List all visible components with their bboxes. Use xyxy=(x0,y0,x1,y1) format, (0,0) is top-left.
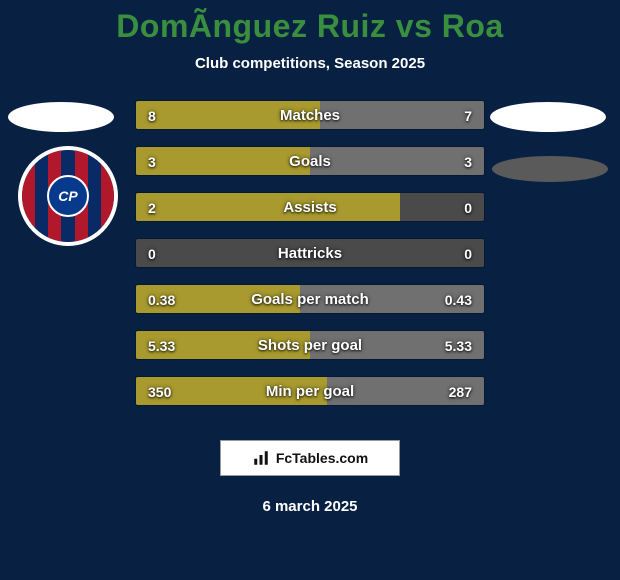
stat-row: 20Assists xyxy=(135,192,485,222)
ellipse-left xyxy=(8,102,114,132)
stat-row: 00Hattricks xyxy=(135,238,485,268)
stat-row: 350287Min per goal xyxy=(135,376,485,406)
stat-label: Shots per goal xyxy=(136,331,484,359)
stat-row: 33Goals xyxy=(135,146,485,176)
date-label: 6 march 2025 xyxy=(0,498,620,515)
site-badge[interactable]: FcTables.com xyxy=(220,440,400,476)
ellipse-right-top xyxy=(490,102,606,132)
site-label: FcTables.com xyxy=(276,450,368,466)
comparison-card: DomÃ­nguez Ruiz vs Roa Club competitions… xyxy=(0,0,620,580)
stat-label: Goals xyxy=(136,147,484,175)
stat-row: 87Matches xyxy=(135,100,485,130)
stat-row: 5.335.33Shots per goal xyxy=(135,330,485,360)
stat-label: Goals per match xyxy=(136,285,484,313)
stat-row: 0.380.43Goals per match xyxy=(135,284,485,314)
stat-label: Hattricks xyxy=(136,239,484,267)
bars-icon xyxy=(252,449,270,467)
stat-label: Matches xyxy=(136,101,484,129)
subtitle: Club competitions, Season 2025 xyxy=(0,55,620,72)
stat-label: Assists xyxy=(136,193,484,221)
ellipse-right-bottom xyxy=(492,156,608,182)
page-title: DomÃ­nguez Ruiz vs Roa xyxy=(0,0,620,45)
club-badge-monogram: CP xyxy=(47,175,89,217)
stats-area: 87Matches 33Goals 20Assists 00Hattricks 0.38… xyxy=(0,100,620,420)
club-badge: CP xyxy=(18,146,118,246)
stat-label: Min per goal xyxy=(136,377,484,405)
stat-rows: 87Matches 33Goals 20Assists 00Hattricks 0.38… xyxy=(135,100,485,422)
